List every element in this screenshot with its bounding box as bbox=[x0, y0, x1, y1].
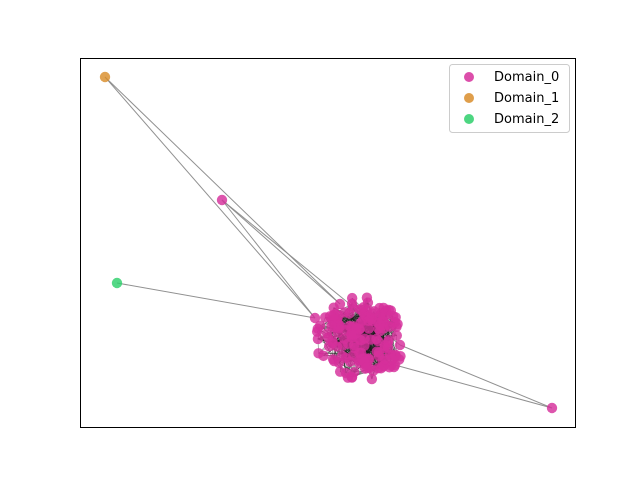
graph-node-domain-0 bbox=[359, 333, 370, 344]
edge bbox=[221, 199, 316, 319]
legend-label-domain-1: Domain_1 bbox=[494, 91, 559, 106]
graph-node-domain-0 bbox=[323, 341, 335, 352]
graph-node-domain-0 bbox=[344, 308, 355, 319]
graph-node-domain-0 bbox=[348, 329, 359, 341]
graph-node-domain-0 bbox=[328, 302, 339, 313]
graph-node-domain-0 bbox=[309, 312, 321, 324]
edge bbox=[104, 76, 341, 305]
graph-node-domain-0 bbox=[391, 330, 402, 341]
graph-node-domain-0 bbox=[366, 373, 378, 385]
edge bbox=[116, 282, 316, 319]
graph-node-domain-0 bbox=[321, 328, 333, 339]
graph-node-domain-0 bbox=[363, 323, 375, 334]
graph-node-domain-0 bbox=[384, 321, 396, 332]
graph-node-domain-0 bbox=[328, 355, 340, 367]
legend-label-domain-2: Domain_2 bbox=[494, 112, 559, 127]
graph-node-domain-0 bbox=[216, 194, 228, 206]
graph-node-domain-0 bbox=[378, 302, 389, 314]
graph-node-domain-0 bbox=[354, 304, 366, 315]
graph-node-domain-0 bbox=[346, 292, 358, 304]
graph-node-domain-0 bbox=[328, 310, 339, 321]
graph-node-domain-0 bbox=[373, 347, 385, 358]
legend-marker-domain-1 bbox=[464, 93, 474, 103]
graph-node-domain-0 bbox=[368, 306, 380, 317]
graph-node-domain-0 bbox=[361, 361, 373, 373]
graph-node-domain-0 bbox=[339, 333, 350, 345]
graph-node-domain-1 bbox=[99, 71, 111, 83]
legend-label-domain-0: Domain_0 bbox=[494, 70, 559, 85]
node-layer bbox=[99, 71, 558, 414]
graph-node-domain-0 bbox=[362, 297, 374, 308]
edge bbox=[221, 199, 341, 305]
graph-node-domain-0 bbox=[395, 350, 406, 362]
legend-box bbox=[449, 64, 570, 133]
graph-node-domain-0 bbox=[344, 356, 356, 367]
graph-node-domain-0 bbox=[326, 320, 337, 332]
legend-marker-domain-0 bbox=[464, 72, 474, 82]
legend-marker-domain-2 bbox=[464, 114, 474, 124]
graph-node-domain-0 bbox=[394, 339, 406, 351]
graph-node-domain-0 bbox=[390, 312, 401, 323]
edge bbox=[104, 76, 316, 319]
plot-frame bbox=[80, 58, 576, 428]
graph-node-domain-0 bbox=[340, 324, 351, 336]
edge bbox=[394, 364, 553, 409]
edge-layer bbox=[104, 76, 553, 409]
edge bbox=[399, 344, 553, 409]
graph-node-domain-0 bbox=[372, 335, 384, 347]
graph-node-domain-0 bbox=[546, 402, 558, 414]
graph-node-domain-0 bbox=[318, 350, 329, 362]
graph-node-domain-2 bbox=[111, 277, 123, 289]
graph-node-domain-0 bbox=[311, 326, 323, 337]
legend: Domain_0 Domain_1 Domain_2 bbox=[449, 64, 570, 133]
graph-node-domain-0 bbox=[346, 372, 358, 383]
